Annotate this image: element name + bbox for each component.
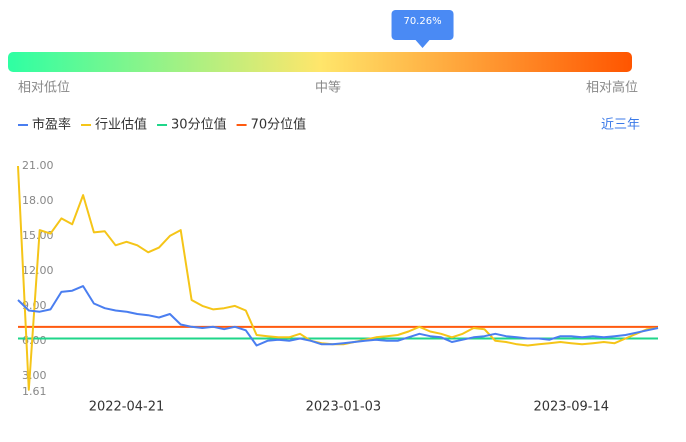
low-label: 相对低位 bbox=[18, 81, 70, 96]
y-tick-label: 15.00 bbox=[22, 229, 54, 242]
legend-label: 30分位值 bbox=[171, 117, 227, 133]
legend-label: 市盈率 bbox=[32, 117, 71, 133]
series-line bbox=[17, 165, 659, 391]
marker-label: 70.26% bbox=[403, 16, 441, 27]
x-tick-label: 2023-09-14 bbox=[533, 400, 609, 415]
period-link[interactable]: 近三年 bbox=[601, 118, 640, 133]
percentile-marker: 70.26% bbox=[391, 10, 454, 48]
y-tick-label: 3.00 bbox=[22, 369, 47, 382]
percentile-bar bbox=[8, 52, 632, 72]
legend-label: 行业估值 bbox=[95, 117, 147, 133]
series-line bbox=[17, 285, 659, 347]
x-tick-label: 2022-04-21 bbox=[89, 400, 165, 415]
marker-box bbox=[391, 10, 454, 40]
y-tick-label: 1.61 bbox=[22, 385, 47, 398]
legend-label: 70分位值 bbox=[251, 117, 307, 133]
y-tick-label: 21.00 bbox=[22, 159, 54, 172]
y-tick-label: 6.00 bbox=[22, 334, 47, 347]
x-tick-label: 2023-01-03 bbox=[306, 400, 382, 415]
marker-arrow bbox=[415, 40, 430, 48]
mid-label: 中等 bbox=[315, 80, 341, 96]
y-tick-label: 18.00 bbox=[22, 194, 54, 207]
high-label: 相对高位 bbox=[586, 80, 638, 96]
